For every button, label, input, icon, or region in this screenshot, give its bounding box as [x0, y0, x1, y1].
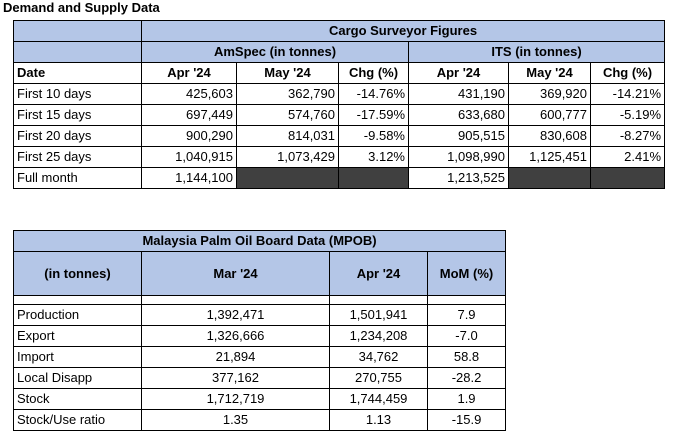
table-cell: 1,144,100 — [141, 167, 237, 189]
table-row: First 25 days 1,040,915 1,073,429 3.12% … — [13, 146, 666, 168]
table-cell: 58.8 — [426, 346, 507, 368]
table-cell: 1,501,941 — [329, 304, 428, 326]
row-label: Production — [13, 304, 142, 326]
table-cell: 3.12% — [338, 146, 409, 168]
column-header: Chg (%) — [589, 62, 666, 84]
table-cell: -14.21% — [589, 83, 666, 105]
column-header: Mar '24 — [141, 251, 330, 296]
empty-shaded-cell — [589, 167, 666, 189]
table-cell: -28.2 — [426, 367, 507, 389]
table-row: Local Disapp 377,162 270,755 -28.2 — [13, 367, 507, 389]
full-month-row: Full month 1,144,100 1,213,525 — [13, 167, 666, 189]
table-cell: 369,920 — [508, 83, 591, 105]
amspec-group-header: AmSpec (in tonnes) — [141, 41, 409, 63]
table-cell: 1,392,471 — [141, 304, 330, 326]
table-cell: 377,162 — [141, 367, 330, 389]
row-label: Export — [13, 325, 142, 347]
column-header: May '24 — [508, 62, 591, 84]
table-row: First 20 days 900,290 814,031 -9.58% 905… — [13, 125, 666, 147]
cargo-column-header-row: Date Apr '24 May '24 Chg (%) Apr '24 May… — [13, 62, 666, 84]
column-header: Apr '24 — [408, 62, 509, 84]
table-cell: 431,190 — [408, 83, 509, 105]
row-label: First 15 days — [13, 104, 142, 126]
table-cell: 1.13 — [329, 409, 428, 431]
table-cell: 1,326,666 — [141, 325, 330, 347]
table-row: Stock 1,712,719 1,744,459 1.9 — [13, 388, 507, 410]
table-cell: 830,608 — [508, 125, 591, 147]
table-cell: 697,449 — [141, 104, 237, 126]
table-cell: 21,894 — [141, 346, 330, 368]
spacer-row — [13, 295, 507, 305]
row-label: Stock — [13, 388, 142, 410]
column-header: May '24 — [236, 62, 339, 84]
table-row: First 10 days 425,603 362,790 -14.76% 43… — [13, 83, 666, 105]
column-header: MoM (%) — [426, 251, 507, 296]
page-title: Demand and Supply Data — [3, 0, 160, 15]
mpob-column-header-row: (in tonnes) Mar '24 Apr '24 MoM (%) — [13, 251, 507, 296]
table-row: Export 1,326,666 1,234,208 -7.0 — [13, 325, 507, 347]
row-label: First 10 days — [13, 83, 142, 105]
column-header: Apr '24 — [141, 62, 237, 84]
table-cell: 362,790 — [236, 83, 339, 105]
table-cell: 1,712,719 — [141, 388, 330, 410]
table-cell: 1,040,915 — [141, 146, 237, 168]
table-cell: -7.0 — [426, 325, 507, 347]
table-row: Production 1,392,471 1,501,941 7.9 — [13, 304, 507, 326]
table-cell: 1,073,429 — [236, 146, 339, 168]
table-cell: 270,755 — [329, 367, 428, 389]
table-cell: 574,760 — [236, 104, 339, 126]
row-label: Import — [13, 346, 142, 368]
mpob-table-title: Malaysia Palm Oil Board Data (MPOB) — [12, 230, 507, 252]
table-cell: 900,290 — [141, 125, 237, 147]
row-label: First 20 days — [13, 125, 142, 147]
empty-shaded-cell — [338, 167, 409, 189]
table-row: Stock/Use ratio 1.35 1.13 -15.9 — [13, 409, 507, 431]
table-cell: -15.9 — [426, 409, 507, 431]
column-header: Date — [13, 62, 142, 84]
table-cell: 905,515 — [408, 125, 509, 147]
table-cell: 7.9 — [426, 304, 507, 326]
empty-shaded-cell — [508, 167, 591, 189]
mpob-table: Malaysia Palm Oil Board Data (MPOB) (in … — [12, 230, 507, 431]
table-cell: -9.58% — [338, 125, 409, 147]
table-cell: -14.76% — [338, 83, 409, 105]
table-row: Import 21,894 34,762 58.8 — [13, 346, 507, 368]
table-cell: 1,213,525 — [408, 167, 509, 189]
table-cell: 1,234,208 — [329, 325, 428, 347]
column-header: Chg (%) — [338, 62, 409, 84]
row-label: Full month — [13, 167, 142, 189]
table-cell: 34,762 — [329, 346, 428, 368]
table-cell: 2.41% — [589, 146, 666, 168]
table-cell: 600,777 — [508, 104, 591, 126]
cargo-group-row: AmSpec (in tonnes) ITS (in tonnes) — [13, 41, 666, 63]
table-cell: -5.19% — [589, 104, 666, 126]
cargo-table-title: Cargo Surveyor Figures — [140, 20, 666, 42]
column-header: Apr '24 — [329, 251, 428, 296]
table-cell: 633,680 — [408, 104, 509, 126]
table-cell: -8.27% — [589, 125, 666, 147]
table-cell: 814,031 — [236, 125, 339, 147]
mpob-title-row: Malaysia Palm Oil Board Data (MPOB) — [12, 230, 507, 252]
table-cell: 1.35 — [141, 409, 330, 431]
its-group-header: ITS (in tonnes) — [407, 41, 666, 63]
table-cell: -17.59% — [338, 104, 409, 126]
table-cell: 425,603 — [141, 83, 237, 105]
empty-shaded-cell — [236, 167, 339, 189]
table-cell: 1,744,459 — [329, 388, 428, 410]
cargo-surveyor-table: Cargo Surveyor Figures AmSpec (in tonnes… — [13, 20, 666, 189]
row-label: First 25 days — [13, 146, 142, 168]
table-row: First 15 days 697,449 574,760 -17.59% 63… — [13, 104, 666, 126]
table-cell: 1,098,990 — [408, 146, 509, 168]
row-label: Stock/Use ratio — [13, 409, 142, 431]
cargo-title-row: Cargo Surveyor Figures — [13, 20, 666, 42]
row-label: Local Disapp — [13, 367, 142, 389]
table-cell: 1,125,451 — [508, 146, 591, 168]
column-header: (in tonnes) — [13, 251, 142, 296]
table-cell: 1.9 — [426, 388, 507, 410]
